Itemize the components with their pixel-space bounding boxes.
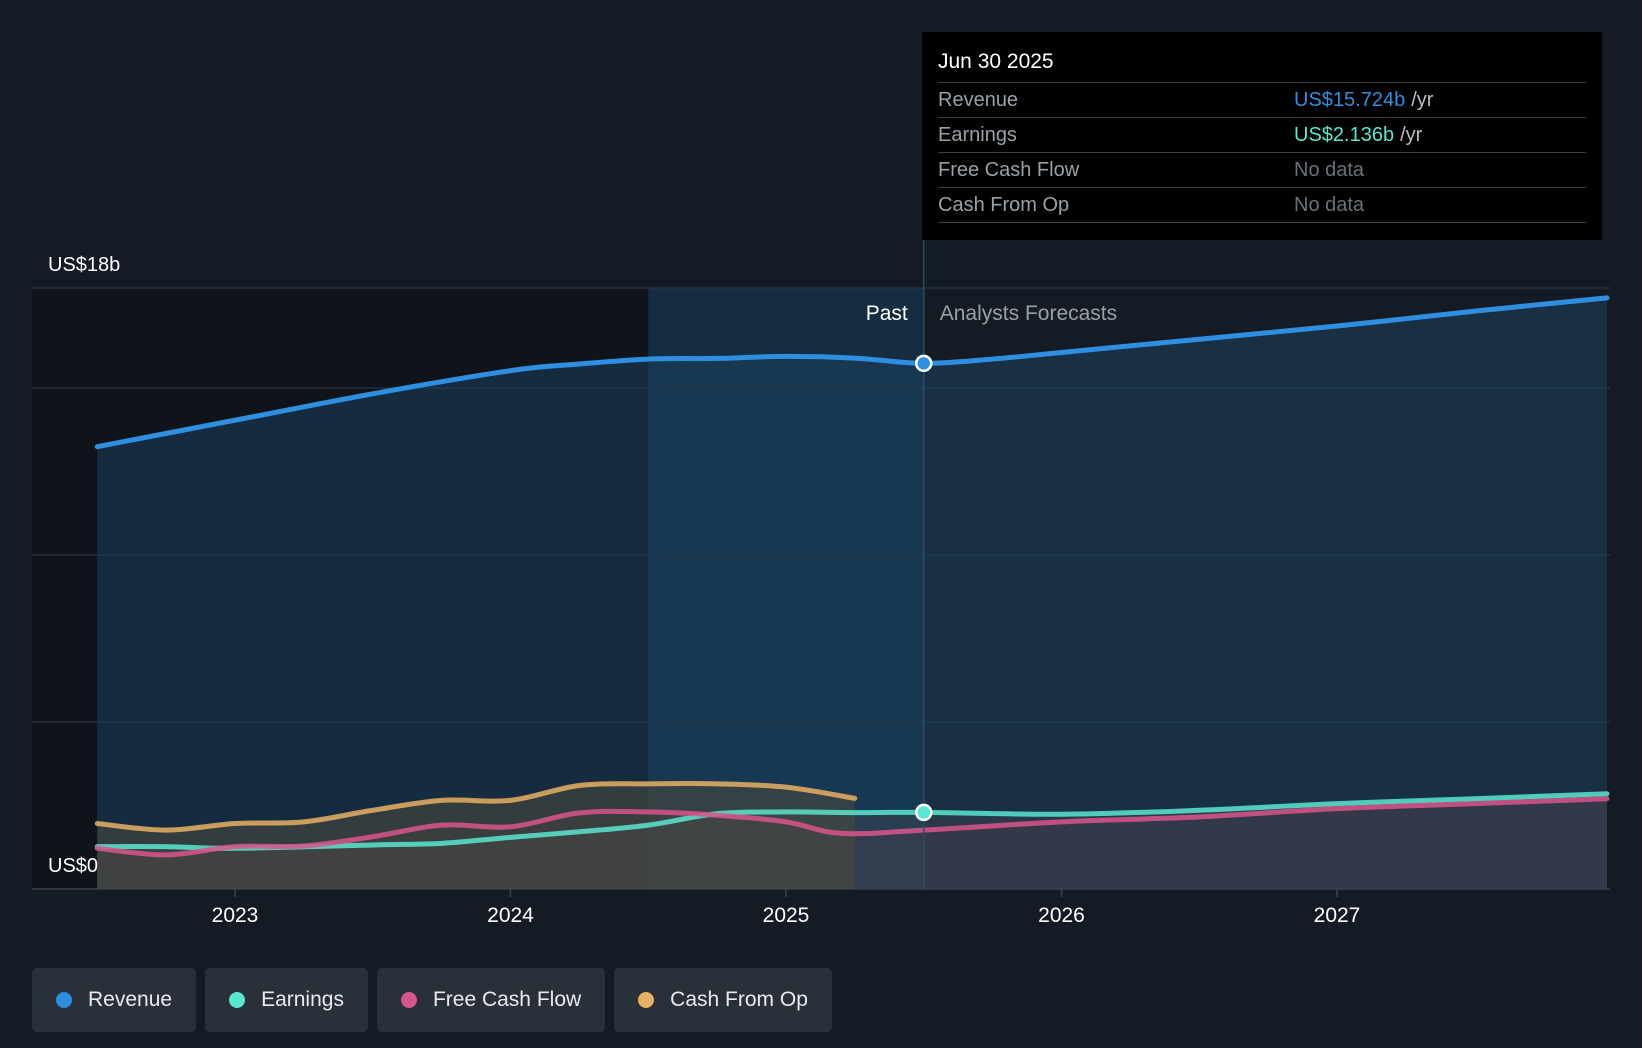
tooltip-row-label: Cash From Op — [938, 194, 1070, 216]
tooltip-row-label: Earnings — [938, 124, 1017, 146]
legend-label: Earnings — [261, 988, 344, 1011]
past-label: Past — [866, 302, 908, 325]
series-areas — [97, 297, 1607, 890]
x-tick-label: 2024 — [487, 904, 534, 927]
legend-label: Revenue — [88, 988, 173, 1011]
revenue-line — [94, 295, 1610, 450]
tooltip-markers — [915, 354, 933, 822]
legend-label: Cash From Op — [670, 988, 808, 1011]
legend-dot-icon — [229, 992, 246, 1008]
legend: Revenue Earnings Free Cash Flow Cash From O… — [32, 968, 832, 1032]
legend-item-earnings[interactable]: Earnings — [205, 968, 368, 1032]
series-lines — [94, 295, 1610, 858]
tooltip-row-value: No data — [1294, 194, 1365, 216]
analysts-forecasts-label: Analysts Forecasts — [940, 302, 1117, 325]
tooltip-row-cash-from-op: Cash From Op No data — [938, 188, 1586, 223]
y-axis-top-label: US$18b — [48, 254, 120, 276]
legend-dot-icon — [56, 992, 72, 1008]
legend-item-free-cash-flow[interactable]: Free Cash Flow — [376, 968, 606, 1032]
x-tick-label: 2025 — [763, 904, 810, 927]
revenue-area — [97, 297, 1607, 890]
tooltip-row-value: US$2.136b — [1294, 124, 1395, 146]
tooltip-row-value: No data — [1294, 159, 1365, 181]
tooltip-row-unit: /yr — [1400, 124, 1423, 146]
tooltip-row-free-cash-flow: Free Cash Flow No data — [938, 153, 1586, 188]
legend-label: Free Cash Flow — [432, 988, 582, 1011]
cash-from-op-line — [94, 781, 858, 833]
y-axis-bottom-label: US$0 — [48, 855, 98, 877]
tooltip-row-earnings: Earnings US$2.136b/yr — [938, 118, 1586, 153]
legend-dot-icon — [638, 992, 655, 1008]
x-tick-label: 2027 — [1314, 904, 1361, 927]
tooltip-row-value: US$15.724b — [1294, 89, 1406, 111]
earnings-line — [94, 791, 1610, 851]
free-cash-flow-line — [94, 796, 1610, 858]
tooltip-rows: Revenue US$15.724b/yr Earnings US$2.136b/yr… — [938, 83, 1586, 223]
x-axis-ticks: 2023 2024 2025 2026 2027 — [212, 889, 1361, 927]
x-tick-label: 2023 — [212, 904, 259, 927]
tooltip: Jun 30 2025 Revenue US$15.724b/yr Earnings… — [922, 32, 1602, 240]
tooltip-row-revenue: Revenue US$15.724b/yr — [938, 83, 1586, 118]
tooltip-row-label: Free Cash Flow — [938, 159, 1080, 181]
legend-item-revenue[interactable]: Revenue — [32, 968, 197, 1032]
tooltip-row-unit: /yr — [1411, 89, 1434, 111]
legend-dot-icon — [400, 992, 417, 1008]
revenue-marker — [915, 354, 933, 373]
tooltip-row-label: Revenue — [938, 89, 1019, 111]
earnings-marker — [915, 803, 933, 822]
tooltip-date: Jun 30 2025 — [938, 46, 1586, 83]
x-tick-label: 2026 — [1038, 904, 1085, 927]
legend-item-cash-from-op[interactable]: Cash From Op — [614, 968, 832, 1032]
